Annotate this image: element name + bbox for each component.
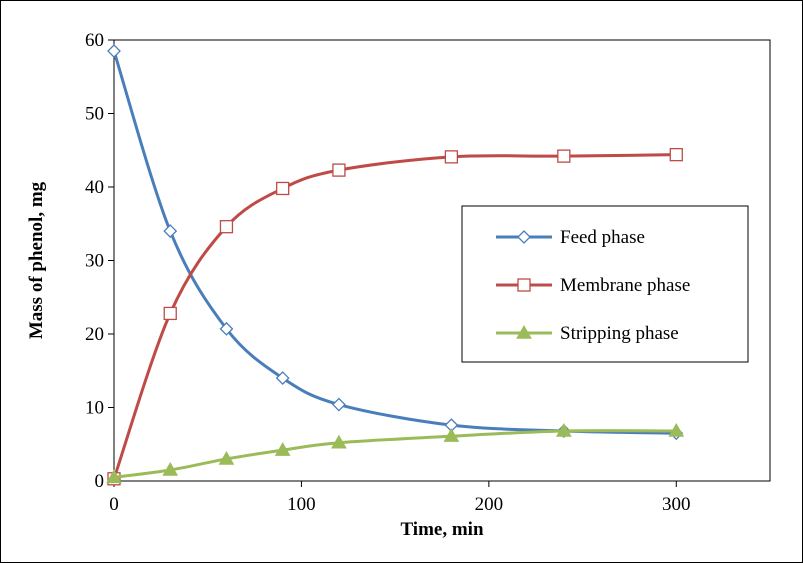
data-point — [107, 44, 121, 58]
y-axis: 0 10 20 30 40 50 60 — [85, 30, 114, 492]
series-line — [113, 429, 677, 479]
series-3 — [106, 423, 685, 484]
data-point — [331, 434, 347, 449]
y-tick-label: 60 — [85, 30, 104, 51]
x-tick-label: 300 — [662, 494, 691, 515]
y-tick-label: 30 — [85, 251, 104, 272]
data-point — [332, 163, 346, 177]
x-axis: 0 100 200 300 — [109, 481, 691, 515]
y-tick-label: 0 — [95, 471, 105, 492]
legend-marker — [517, 278, 531, 292]
x-tick-label: 100 — [287, 494, 316, 515]
x-axis-title: Time, min — [400, 519, 483, 540]
y-tick-label: 10 — [85, 398, 104, 419]
legend-label: Membrane phase — [560, 275, 690, 296]
x-tick-label: 200 — [475, 494, 504, 515]
y-axis-title: Mass of phenol, mg — [26, 181, 47, 339]
data-point — [331, 397, 346, 412]
series-layer — [106, 44, 685, 486]
data-point — [275, 371, 290, 386]
data-point — [219, 220, 234, 234]
data-point — [219, 321, 234, 336]
data-point — [274, 442, 291, 456]
data-point — [106, 469, 122, 484]
data-point — [444, 150, 459, 164]
legend-label: Feed phase — [560, 227, 645, 248]
data-point — [443, 428, 460, 442]
y-tick-label: 50 — [85, 104, 104, 125]
data-point — [163, 224, 178, 239]
x-tick-label: 0 — [109, 494, 119, 515]
data-point — [555, 423, 572, 437]
legend-item: Feed phase — [496, 227, 645, 248]
y-tick-label: 40 — [85, 177, 104, 198]
data-point — [162, 461, 179, 476]
data-point — [163, 306, 177, 321]
data-point — [557, 149, 571, 163]
legend-label: Stripping phase — [560, 323, 679, 344]
legend-item: Stripping phase — [496, 323, 679, 344]
data-point — [669, 148, 683, 162]
y-tick-label: 20 — [85, 324, 104, 345]
legend-marker — [517, 230, 531, 244]
data-point — [276, 181, 290, 196]
data-point — [668, 423, 685, 437]
legend: Feed phase Membrane phase Stripping phase — [461, 205, 749, 363]
legend-item: Membrane phase — [496, 275, 690, 296]
legend-marker — [516, 324, 532, 339]
data-point — [218, 450, 235, 465]
